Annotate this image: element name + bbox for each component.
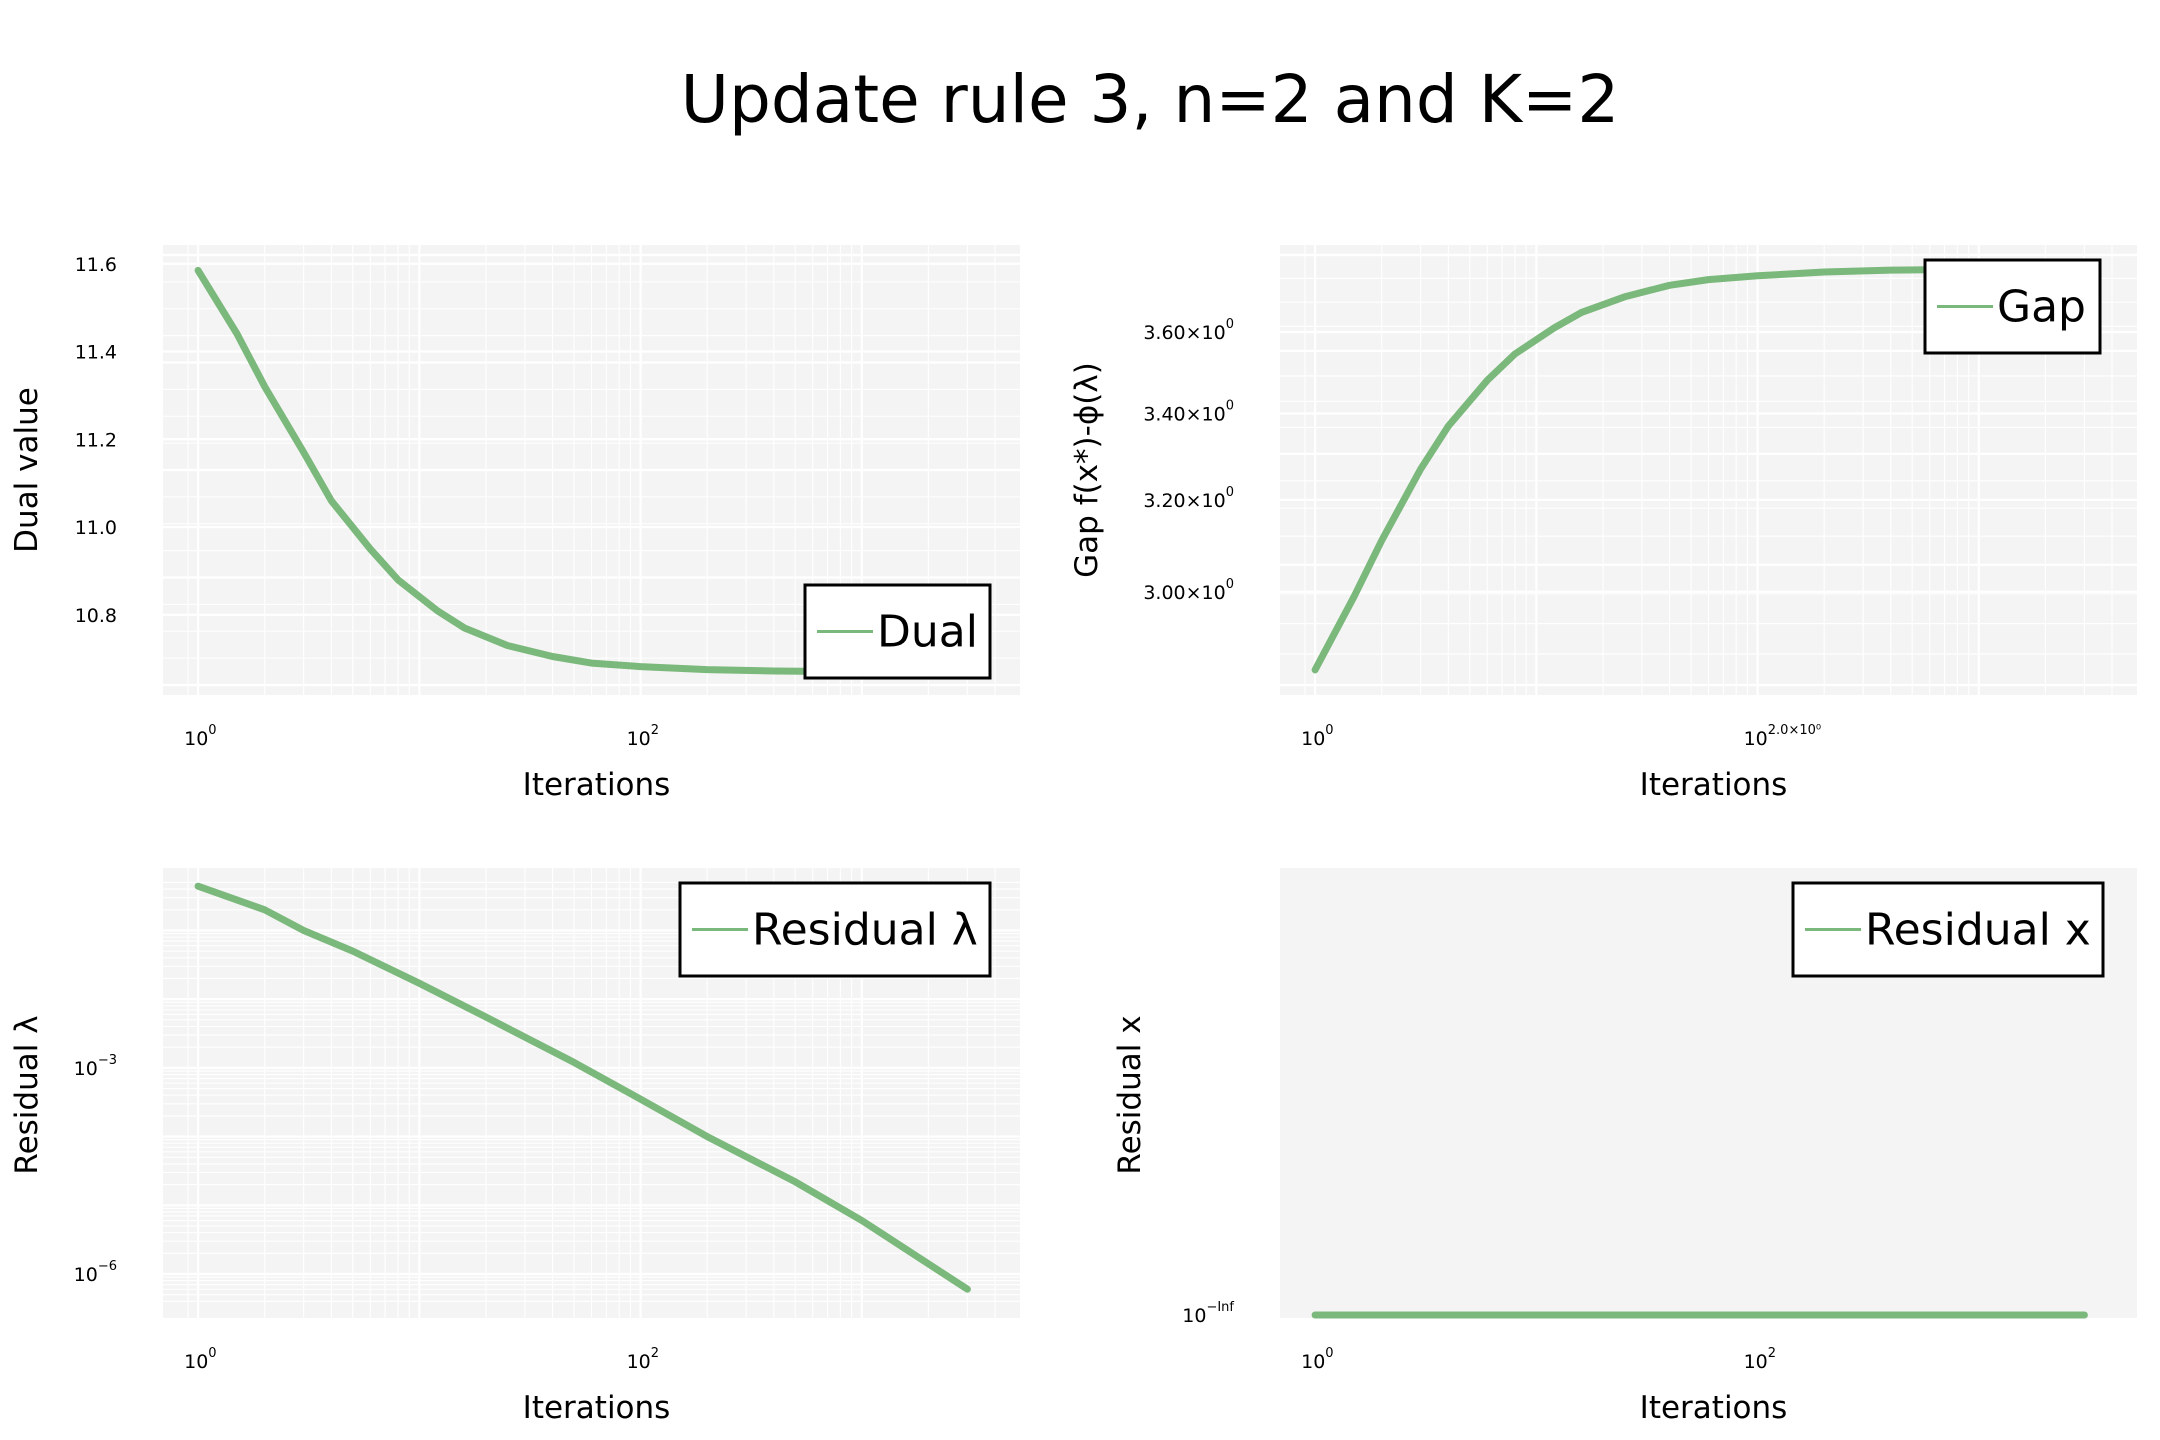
subplot-2: 100 102.0×10⁰ 3.00×100 3.20×100 3.40×100 3.60… xyxy=(1069,245,2137,803)
y-tick-label: 10−6 xyxy=(74,1259,117,1286)
y-tick-label: 11.2 xyxy=(75,429,117,451)
legend: Residual λ xyxy=(678,881,992,978)
subplot-1: 100 102 10.8 11.0 11.2 11.4 11.6 Iterations Dual… xyxy=(9,245,1020,803)
x-tick-label: 102.0×10⁰ xyxy=(1744,723,1822,750)
y-tick-label: 3.20×100 xyxy=(1143,485,1234,512)
y-tick-label: 11.6 xyxy=(75,254,117,276)
legend: Residual x xyxy=(1791,881,2105,978)
y-tick-label: 3.00×100 xyxy=(1143,577,1234,604)
series-line-residual xyxy=(194,882,971,1293)
y-tick-label: 11.0 xyxy=(75,517,117,539)
figure-title: Update rule 3, n=2 and K=2 xyxy=(681,61,1620,138)
subplot-3: 100 102 10−6 10−3 Iterations Residual λ Residu… xyxy=(9,868,1020,1426)
grid xyxy=(163,868,1020,1318)
x-axis-label: Iterations xyxy=(523,767,671,803)
y-tick-label: 3.60×100 xyxy=(1143,317,1234,344)
x-tick-label: 102 xyxy=(627,1346,659,1373)
x-tick-label: 102 xyxy=(1744,1346,1776,1373)
x-axis-label: Iterations xyxy=(1640,767,1788,803)
y-axis-label: Gap f(x*)-ϕ(λ) xyxy=(1069,362,1105,578)
x-axis-label: Iterations xyxy=(523,1390,671,1426)
y-axis-label: Dual value xyxy=(9,387,45,553)
x-tick-label: 102 xyxy=(627,723,659,750)
legend-label: Residual x xyxy=(1865,905,2091,956)
subplot-4: 100 102 10−Inf Iterations Residual x Residual… xyxy=(1112,868,2137,1426)
y-tick-label: 10−Inf xyxy=(1182,1300,1234,1327)
x-axis-label: Iterations xyxy=(1640,1390,1788,1426)
subplots: 100 102 10.8 11.0 11.2 11.4 11.6 Iterations Dual… xyxy=(9,245,2137,1426)
series-line-dual xyxy=(194,266,971,676)
y-tick-label: 10−3 xyxy=(74,1053,117,1080)
y-axis-label: Residual x xyxy=(1112,1015,1148,1174)
x-tick-label: 100 xyxy=(1301,1346,1333,1373)
y-axis-label: Residual λ xyxy=(9,1015,45,1174)
legend: Gap xyxy=(1923,258,2102,355)
legend-label: Gap xyxy=(1997,282,2086,333)
x-tick-label: 100 xyxy=(184,723,216,750)
legend-label: Residual λ xyxy=(752,905,978,956)
legend-label: Dual xyxy=(877,607,978,658)
series-line-gap xyxy=(1311,265,2088,674)
y-tick-label: 11.4 xyxy=(75,342,117,364)
x-tick-label: 100 xyxy=(184,1346,216,1373)
y-tick-label: 10.8 xyxy=(75,605,117,627)
x-tick-label: 100 xyxy=(1301,723,1333,750)
y-tick-label: 3.40×100 xyxy=(1143,398,1234,425)
legend: Dual xyxy=(803,583,992,680)
